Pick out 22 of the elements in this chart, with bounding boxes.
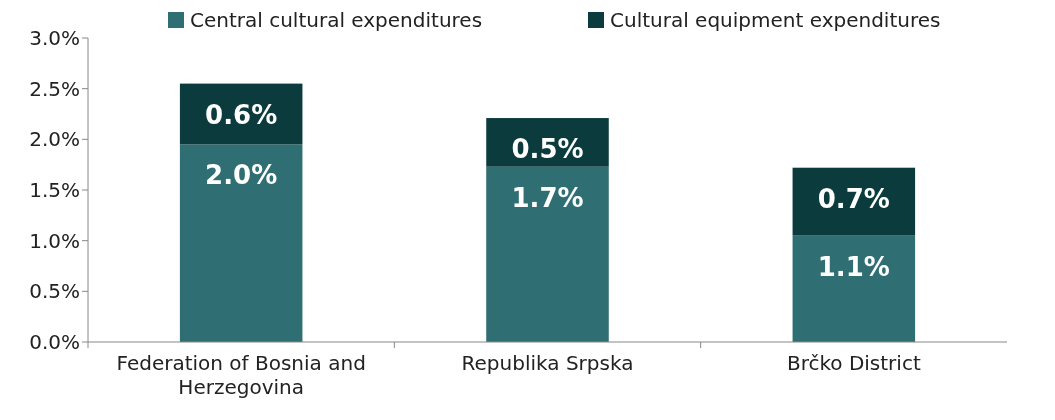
data-label: 1.1%	[817, 251, 890, 282]
legend-label: Central cultural expenditures	[190, 8, 483, 32]
legend-label: Cultural equipment expenditures	[610, 8, 941, 32]
data-label: 1.7%	[511, 182, 584, 213]
data-label: 2.0%	[205, 160, 278, 191]
bar	[792, 167, 916, 236]
bar	[792, 235, 916, 342]
data-label: 0.5%	[511, 134, 584, 165]
y-tick-label: 0.0%	[29, 330, 80, 354]
y-tick-label: 3.0%	[29, 26, 80, 50]
y-tick-label: 1.5%	[29, 178, 80, 202]
y-tick-label: 2.0%	[29, 127, 80, 152]
bar	[179, 144, 303, 342]
y-tick-label: 2.5%	[29, 76, 80, 101]
x-tick-label: Brčko District	[786, 351, 921, 375]
y-tick-label: 0.5%	[29, 279, 80, 304]
data-label: 0.6%	[205, 99, 278, 130]
x-tick-label: Republika Srpska	[461, 351, 634, 375]
y-tick-label: 1.0%	[29, 228, 80, 253]
data-label: 0.7%	[817, 183, 890, 214]
bar	[486, 166, 609, 342]
x-tick-label: Federation of Bosnia and Herzegovina	[116, 351, 366, 399]
